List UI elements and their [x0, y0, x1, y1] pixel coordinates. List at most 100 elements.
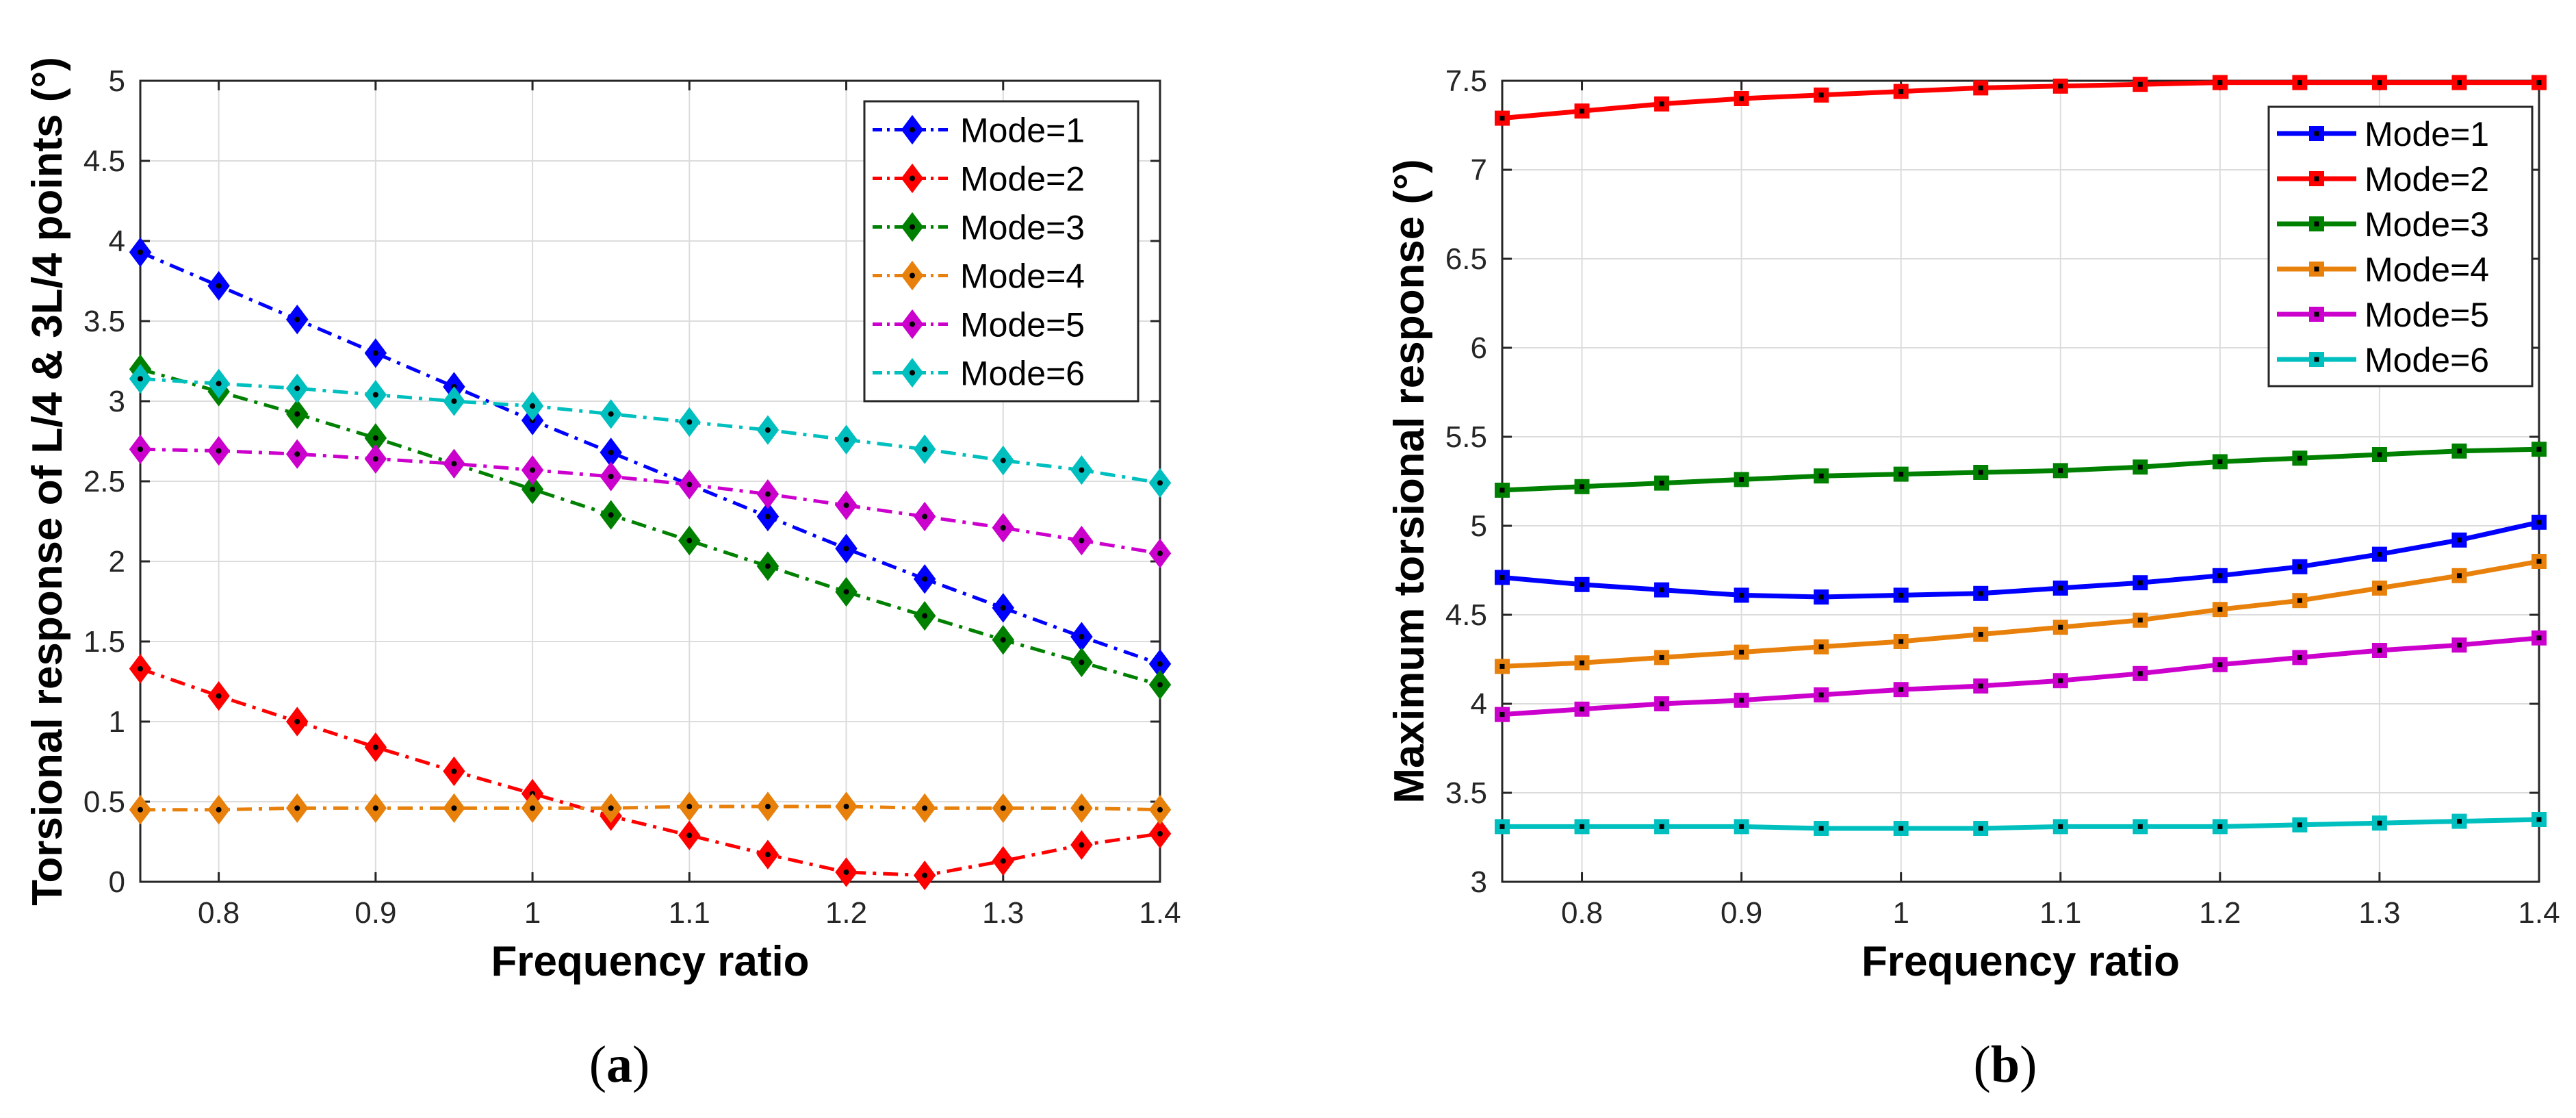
y-tick-label: 7: [1471, 153, 1487, 187]
data-point-core: [1898, 89, 1904, 94]
series-mode-2: [1495, 75, 2547, 126]
y-tick-label: 5: [109, 64, 125, 98]
data-point-core: [1000, 637, 1006, 643]
legend-swatch-marker-core: [910, 224, 915, 230]
data-point-core: [1157, 550, 1163, 557]
data-point-core: [2137, 81, 2143, 87]
data-point-core: [1739, 96, 1744, 101]
series-mode-5: [1495, 630, 2547, 722]
x-axis-label: Frequency ratio: [1862, 938, 2180, 985]
legend-entry-label: Mode=6: [960, 355, 1085, 393]
series-mode-4: [129, 791, 1172, 825]
data-point-core: [1898, 472, 1904, 477]
data-point-core: [1580, 824, 1585, 829]
data-point-core: [2377, 585, 2382, 591]
data-point-core: [372, 392, 378, 398]
data-point-core: [2536, 559, 2542, 564]
x-tick-label: 1.4: [2518, 896, 2560, 930]
legend-box: [2267, 105, 2534, 388]
data-point-core: [2217, 607, 2223, 612]
data-point-core: [451, 768, 457, 774]
legend-swatch-marker-core: [910, 370, 915, 376]
panel-caption-letter: a: [606, 1036, 632, 1093]
data-point-core: [2536, 80, 2542, 86]
data-point-core: [1000, 858, 1006, 864]
data-point-core: [1499, 574, 1505, 580]
series-line: [1502, 559, 2540, 669]
x-tick-label: 1.3: [2358, 896, 2400, 930]
data-point-core: [294, 805, 300, 811]
data-point-core: [2536, 817, 2542, 822]
x-tick-label: 1.2: [825, 896, 867, 930]
data-point-core: [1978, 470, 1983, 475]
data-point-core: [138, 249, 143, 255]
legend-box: [863, 100, 1139, 403]
data-point-core: [1499, 663, 1505, 669]
data-point-core: [2536, 520, 2542, 525]
legend-swatch-marker-core: [910, 272, 915, 279]
y-tick-label: 4.5: [1445, 598, 1487, 632]
data-point-core: [216, 283, 222, 289]
panel-caption-letter: b: [1991, 1036, 2020, 1093]
x-tick-label: 1: [1892, 896, 1909, 930]
data-point-core: [2058, 678, 2063, 683]
data-point-core: [922, 613, 928, 619]
data-point-core: [1659, 655, 1664, 660]
data-point-core: [843, 589, 849, 595]
x-tick-label: 1: [524, 896, 541, 930]
data-point-core: [1157, 661, 1163, 667]
legend-swatch-marker-core: [2314, 312, 2319, 317]
data-point-core: [922, 872, 928, 878]
data-point-core: [2456, 573, 2462, 579]
legend-swatch-marker-core: [2314, 221, 2319, 227]
series-line: [140, 377, 1161, 485]
chart-panel-a: 0.8 0.9 1 1.1 1.2 1.3 1.4 0 0.5 1 1.5 2 2.5 3 3.5 4 4.5 5…: [24, 57, 1181, 1093]
data-point-core: [922, 805, 928, 811]
data-point-core: [1157, 682, 1163, 688]
data-point-core: [1659, 587, 1664, 593]
data-point-core: [1000, 605, 1006, 611]
data-point-core: [138, 446, 143, 453]
data-point-core: [530, 467, 536, 473]
data-point-core: [843, 869, 849, 875]
data-point-core: [1659, 701, 1664, 707]
series-line: [140, 251, 1161, 666]
series-line: [140, 804, 1161, 812]
data-point-core: [138, 806, 143, 813]
legend-entry-label: Mode=5: [2365, 296, 2489, 334]
x-tick-label: 0.8: [198, 896, 240, 930]
legend-swatch-marker-core: [2314, 131, 2319, 136]
y-tick-label: 4: [1471, 687, 1487, 721]
series-mode-5: [129, 434, 1172, 568]
data-point-core: [686, 481, 693, 487]
legend-swatch-marker-core: [910, 127, 915, 133]
y-tick-label: 0.5: [83, 785, 125, 819]
legend-swatch-marker-core: [2314, 357, 2319, 362]
data-point-core: [2137, 618, 2143, 623]
data-point-core: [843, 546, 849, 552]
x-tick-label: 1.1: [669, 896, 710, 930]
data-point-core: [1079, 537, 1085, 544]
data-point-core: [2456, 537, 2462, 543]
legend-entry-label: Mode=4: [2365, 251, 2489, 289]
data-point-core: [2456, 819, 2462, 824]
legend-entry-label: Mode=3: [2365, 205, 2489, 244]
data-point-core: [372, 805, 378, 811]
series-mode-4: [1495, 554, 2547, 674]
data-point-core: [2377, 80, 2382, 86]
x-tick-label: 1.4: [1139, 896, 1181, 930]
data-point-core: [1898, 826, 1904, 831]
data-point-core: [2137, 671, 2143, 676]
legend-swatch-marker-core: [910, 321, 915, 327]
x-tick-label: 0.8: [1561, 896, 1603, 930]
series-mode-6: [129, 364, 1172, 498]
data-point-core: [2058, 624, 2063, 630]
data-point-core: [530, 486, 536, 492]
series-line: [1502, 446, 2540, 493]
data-point-core: [1499, 824, 1505, 829]
data-point-core: [764, 804, 771, 810]
data-point-core: [1818, 826, 1824, 831]
data-point-core: [1818, 692, 1824, 698]
y-tick-label: 5: [1471, 509, 1487, 543]
data-point-core: [2377, 820, 2382, 826]
